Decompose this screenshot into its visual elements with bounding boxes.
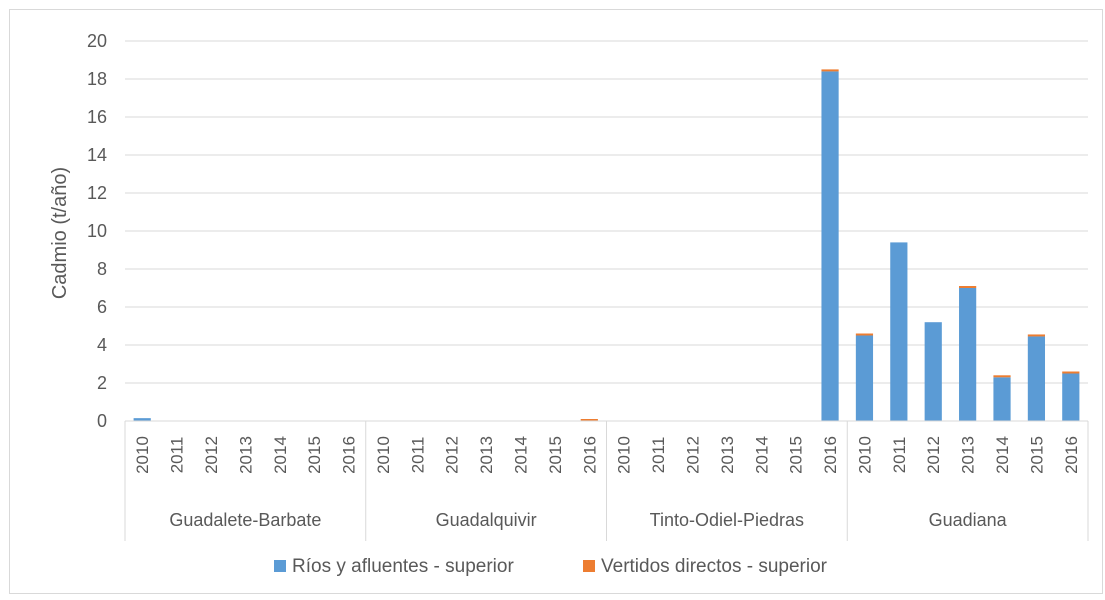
- x-tick-label: 2010: [133, 436, 152, 474]
- bar-segment: [821, 71, 839, 422]
- y-tick-label: 0: [97, 411, 107, 431]
- bar-segment: [821, 69, 839, 72]
- x-tick-label: 2013: [718, 436, 737, 474]
- y-tick-label: 4: [97, 335, 107, 355]
- group-label: Guadalete-Barbate: [169, 510, 321, 530]
- x-tick-label: 2016: [1062, 436, 1081, 474]
- bar-segment: [1027, 336, 1046, 421]
- x-tick-label: 2013: [477, 436, 496, 474]
- y-axis-title: Cadmio (t/año): [49, 167, 71, 299]
- gridlines: [125, 40, 1088, 384]
- legend-swatch-vertidos: [583, 560, 595, 572]
- bar-segment: [133, 418, 151, 421]
- x-tick-label: 2011: [408, 437, 427, 474]
- chart-area: 0 2 4 6 8 10 12 14 16 18 20 2010 2011 2012 2013 2014 20…: [9, 9, 1103, 594]
- bar-segment: [855, 333, 874, 336]
- x-tick-label: 2012: [202, 436, 221, 474]
- y-tick-label: 10: [87, 221, 107, 241]
- x-tick-label: 2011: [168, 437, 187, 474]
- bar-segment: [993, 375, 1011, 378]
- x-tick-label: 2015: [305, 436, 324, 474]
- y-tick-label: 2: [97, 373, 107, 393]
- y-tick-label: 6: [97, 297, 107, 317]
- x-tick-label: 2012: [683, 436, 702, 474]
- group-label: Guadalquivir: [436, 510, 537, 530]
- x-tick-label: 2010: [615, 436, 634, 474]
- x-tick-label: 2016: [340, 436, 359, 474]
- group-label: Tinto-Odiel-Piedras: [650, 510, 804, 530]
- bar-segment: [1027, 334, 1046, 337]
- bar-segment: [959, 288, 977, 421]
- y-tick-label: 18: [87, 69, 107, 89]
- x-tick-label: 2015: [787, 436, 806, 474]
- x-tick-label: 2011: [649, 437, 668, 474]
- group-label: Guadiana: [929, 510, 1008, 530]
- x-tick-label: 2016: [580, 436, 599, 474]
- legend-label-rios: Ríos y afluentes - superior: [292, 556, 514, 577]
- x-axis-labels: 2010 2011 2012 2013 2014 2015 2016 2010 2011 2012…: [133, 436, 1081, 530]
- bars: [133, 69, 1080, 422]
- bar-segment: [1062, 371, 1080, 374]
- x-tick-label: 2014: [271, 436, 290, 474]
- bar-segment: [1062, 373, 1080, 421]
- y-tick-label: 16: [87, 107, 107, 127]
- x-tick-label: 2011: [890, 437, 909, 474]
- x-tick-label: 2012: [924, 436, 943, 474]
- x-tick-label: 2010: [374, 436, 393, 474]
- y-tick-label: 14: [87, 145, 107, 165]
- x-tick-label: 2010: [855, 436, 874, 474]
- x-tick-label: 2016: [821, 436, 840, 474]
- y-tick-label: 8: [97, 259, 107, 279]
- y-tick-label: 12: [87, 183, 107, 203]
- x-tick-label: 2013: [959, 436, 978, 474]
- bar-segment: [580, 419, 598, 421]
- x-tick-label: 2015: [546, 436, 565, 474]
- bar-segment: [959, 286, 977, 288]
- legend-label-vertidos: Vertidos directos - superior: [601, 556, 828, 577]
- x-tick-label: 2014: [993, 436, 1012, 474]
- bar-segment: [890, 242, 908, 421]
- legend: Ríos y afluentes - superior Vertidos dir…: [274, 556, 828, 577]
- legend-swatch-rios: [274, 560, 286, 572]
- x-tick-label: 2013: [236, 436, 255, 474]
- y-tick-label: 20: [87, 31, 107, 51]
- x-tick-label: 2012: [443, 436, 462, 474]
- bar-segment: [855, 335, 874, 421]
- x-axis: [124, 420, 1089, 541]
- x-tick-label: 2014: [752, 436, 771, 474]
- x-tick-label: 2015: [1027, 436, 1046, 474]
- bar-segment: [993, 377, 1011, 421]
- y-axis-ticks: 0 2 4 6 8 10 12 14 16 18 20: [87, 31, 107, 431]
- bar-segment: [924, 322, 942, 421]
- x-tick-label: 2014: [512, 436, 531, 474]
